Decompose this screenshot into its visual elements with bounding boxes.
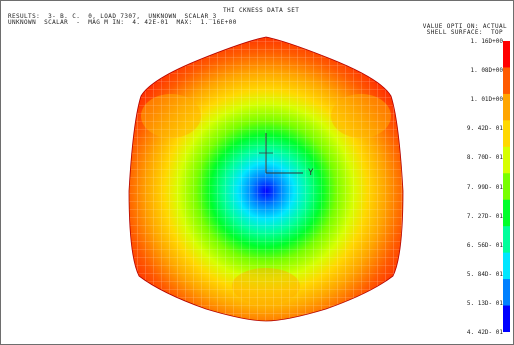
results-line-2: UNKNOWN SCALAR - MAG M IN: 4. 42E-01 MAX…	[8, 19, 237, 26]
legend-colorbar	[503, 41, 510, 332]
legend-swatch	[503, 173, 510, 201]
legend-tick-label: 1. 08D+00	[470, 67, 503, 75]
legend-swatch	[503, 120, 510, 148]
y-axis-label: Y	[308, 168, 314, 178]
legend-subheading: SHELL SURFACE: TOP	[426, 29, 503, 36]
legend-swatch	[503, 41, 510, 68]
legend-tick-label: 6. 56D- 01	[466, 241, 503, 249]
legend-tick-label: 5. 13D- 01	[466, 299, 503, 307]
legend-tick-label: 8. 70D- 01	[466, 154, 503, 162]
legend-tick-label: 7. 99D- 01	[466, 183, 503, 191]
legend-swatch	[503, 305, 510, 332]
legend-tick-label: 4. 42D- 01	[466, 329, 503, 336]
legend-swatch	[503, 199, 510, 227]
legend-heading: VALUE OPTI ON: ACTUAL	[422, 23, 507, 30]
legend-swatch	[503, 252, 510, 280]
legend-tick-label: 1. 01D+00	[470, 96, 503, 104]
axis-triad: Y	[259, 133, 314, 178]
results-line-1: RESULTS: 3- B. C. 0, LOAD 7307, UNKNOWN …	[8, 13, 217, 20]
legend-swatch	[503, 93, 510, 121]
legend-swatch	[503, 279, 510, 307]
shell-surface	[129, 37, 403, 321]
legend-swatch	[503, 146, 510, 174]
plot-title: THI CKNESS DATA SET	[223, 7, 300, 14]
legend-tick-label: 1. 16D+00	[470, 38, 503, 45]
shell-outline	[128, 36, 404, 322]
legend-tick-label: 9. 42D- 01	[466, 125, 503, 133]
legend-tick-label: 7. 27D- 01	[466, 212, 503, 220]
legend-swatch	[503, 226, 510, 254]
legend-swatch	[503, 67, 510, 95]
legend-tick-label: 5. 84D- 01	[466, 270, 503, 278]
